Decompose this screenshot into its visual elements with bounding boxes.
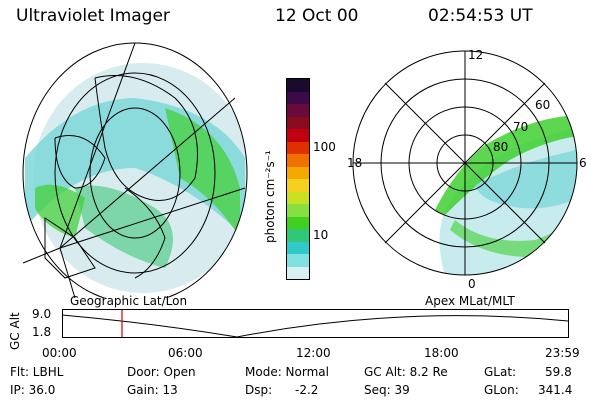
colorbar-segment (287, 179, 309, 192)
colorbar-segment (287, 229, 309, 242)
colorbar-tick-100: 100 (313, 140, 336, 154)
time-label: 02:54:53 UT (428, 6, 533, 26)
colorbar-segment (287, 191, 309, 204)
x-tick-2359: 23:59 (545, 346, 580, 360)
colorbar-segment (287, 204, 309, 217)
orbit-timeline (62, 309, 569, 338)
x-tick-1200: 12:00 (296, 346, 331, 360)
geographic-image-panel (22, 42, 248, 298)
geographic-caption: Geographic Lat/Lon (70, 294, 188, 308)
x-tick-0600: 06:00 (168, 346, 203, 360)
apex-caption: Apex MLat/MLT (425, 294, 515, 308)
instrument-title: Ultraviolet Imager (16, 6, 170, 26)
dsp-value: -2.2 (295, 383, 319, 397)
date-label: 12 Oct 00 (275, 6, 359, 26)
gc-alt-info: GC Alt: 8.2 Re (364, 365, 448, 379)
polar-magnetic-panel: 12 18 6 0 60 70 80 (347, 48, 587, 290)
y-tick-1-8: 1.8 (32, 325, 52, 339)
colorbar-segment (287, 166, 309, 179)
colorbar-segment (287, 216, 309, 229)
lat-label-80: 80 (493, 140, 508, 154)
colorbar-segment (287, 116, 309, 129)
dsp-label: Dsp: (245, 383, 273, 397)
mlt-label-6: 6 (579, 156, 587, 170)
colorbar-segment (287, 154, 309, 167)
x-tick-1800: 18:00 (424, 346, 459, 360)
colorbar-unit-label: photon cm⁻²s⁻¹ (263, 150, 277, 243)
mode-info: Mode: Normal (245, 365, 329, 379)
colorbar-tick-10: 10 (313, 228, 329, 242)
gain-info: Gain: 13 (127, 383, 178, 397)
glon-label: GLon: (484, 383, 519, 397)
colorbar-segment (287, 254, 309, 267)
colorbar-segment (287, 91, 309, 104)
glon-value: 341.4 (538, 383, 573, 397)
glat-label: GLat: (484, 365, 517, 379)
seq-info: Seq: 39 (364, 383, 410, 397)
mlt-label-18: 18 (347, 156, 362, 170)
lat-label-70: 70 (513, 120, 528, 134)
colorbar-segment (287, 129, 309, 142)
colorbar-segment (287, 266, 309, 279)
door-info: Door: Open (127, 365, 196, 379)
colorbar-segment (287, 104, 309, 117)
colorbar-segment (287, 241, 309, 254)
glat-value: 59.8 (545, 365, 572, 379)
mlt-label-12: 12 (468, 48, 483, 62)
gc-alt-axis-label: GC Alt (8, 312, 22, 350)
flt-info: Flt: LBHL (10, 365, 64, 379)
colorbar-segment (287, 141, 309, 154)
lat-label-60: 60 (535, 98, 550, 112)
colorbar (286, 78, 310, 280)
x-tick-0000: 00:00 (42, 346, 77, 360)
y-tick-9: 9.0 (32, 307, 52, 321)
ip-info: IP: 36.0 (10, 383, 56, 397)
mlt-label-0: 0 (468, 277, 476, 290)
colorbar-segment (287, 79, 309, 92)
